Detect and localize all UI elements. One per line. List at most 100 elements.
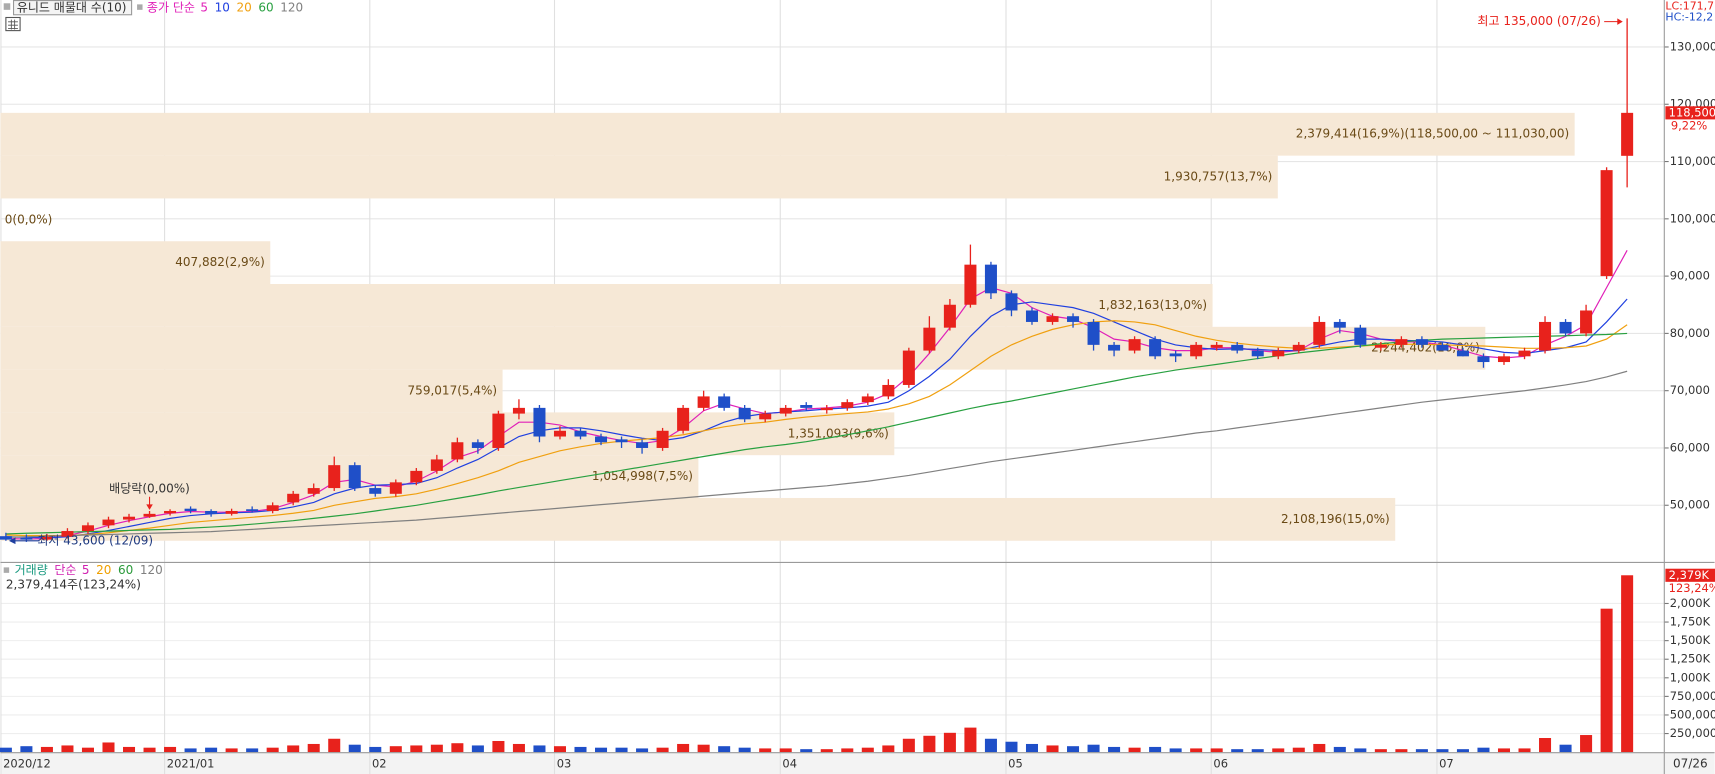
volume-bar [369, 746, 382, 753]
candle-body [164, 510, 177, 514]
volume-bar [1272, 748, 1285, 753]
volume-bar [410, 745, 423, 753]
volume-bar [430, 744, 443, 753]
volume-profile-band [0, 241, 271, 285]
candle-body [656, 430, 669, 448]
legend-entry: 120 [140, 563, 163, 577]
volume-bar [1292, 747, 1305, 753]
x-axis-strip [0, 752, 1715, 774]
candle-body [328, 465, 341, 489]
candle-body [1621, 112, 1634, 156]
volume-bar [307, 743, 320, 753]
volume-bar [1621, 575, 1634, 753]
volume-profile-label: 1,351,093(9,6%) [788, 426, 889, 440]
volume-bar [123, 746, 136, 753]
candle-body [984, 264, 997, 294]
volume-bar [984, 738, 997, 753]
volume-bar [1046, 745, 1059, 753]
candle-body [1190, 344, 1203, 357]
x-tick-label: 04 [782, 757, 797, 771]
volume-bar [902, 738, 915, 753]
candle-body [841, 402, 854, 408]
legend-icon [3, 3, 11, 10]
x-tick-label: 2021/01 [167, 757, 215, 771]
volume-profile-label: 1,832,163(13,0%) [1098, 298, 1207, 312]
candle-body [697, 396, 710, 408]
volume-profile-label: 2,108,196(15,0%) [1281, 512, 1390, 526]
volume-bar [615, 747, 628, 753]
candle-body [1580, 310, 1593, 334]
x-tick-label: 07 [1439, 757, 1454, 771]
candle-body [1169, 353, 1182, 357]
volume-bar [512, 743, 525, 753]
y-tick-label: 1,500K [1670, 633, 1711, 647]
volume-bar [1149, 746, 1162, 753]
annotation-arrowhead [8, 537, 16, 545]
legend-icon [3, 567, 10, 573]
annotation-arrowhead [146, 504, 153, 510]
volume-bar [102, 742, 115, 753]
candle-body [533, 407, 546, 437]
legend-entry: 120 [280, 1, 303, 15]
volume-bar [0, 747, 12, 753]
volume-bar [964, 727, 977, 753]
last-date: 07/26 [1673, 757, 1708, 771]
y-tick-label: 250,000 [1670, 726, 1715, 740]
ma-legend-label: 종가 단순 [147, 1, 195, 15]
candle-body [1087, 321, 1100, 345]
y-tick-label: 1,000K [1670, 670, 1711, 684]
volume-bar [81, 747, 94, 753]
tool-icon[interactable] [5, 16, 21, 32]
candle-body [923, 327, 936, 351]
lc-label: LC:171,7 [1665, 0, 1714, 13]
candle-body [1539, 321, 1552, 351]
volume-bar [574, 746, 587, 753]
candle-body [348, 465, 361, 489]
volume-profile-band [0, 155, 1278, 199]
candle-body [410, 470, 423, 483]
candle-body [1477, 356, 1490, 363]
candle-body [123, 516, 136, 520]
y-tick-label: 70,000 [1670, 383, 1710, 397]
volume-bar [246, 748, 259, 753]
volume-bar [40, 746, 53, 753]
volume-bar [923, 735, 936, 753]
candle-body [574, 430, 587, 437]
candle-body [1231, 344, 1244, 351]
volume-bar [677, 743, 690, 753]
volume-bar [492, 740, 505, 753]
volume-bar [1313, 743, 1326, 753]
volume-profile-label: 0(0,0%) [5, 212, 53, 226]
y-tick-label: 1,750K [1670, 615, 1711, 629]
volume-bar [1456, 749, 1469, 753]
candle-body [512, 407, 525, 414]
candle-body [1415, 339, 1428, 345]
candle-body [389, 482, 402, 494]
volume-bar [1497, 748, 1511, 753]
volume-bar [779, 748, 792, 753]
candle-body [1046, 316, 1059, 322]
legend-entry: 60 [118, 563, 133, 577]
legend-entry: 20 [96, 563, 111, 577]
volume-bar [636, 748, 649, 753]
candle-body [1374, 344, 1387, 348]
candle-body [1333, 321, 1346, 328]
volume-bar [800, 749, 813, 753]
candle-body [287, 493, 300, 503]
legend-entry: 5 [200, 1, 208, 15]
candle-body [861, 396, 874, 403]
volume-bar [205, 747, 218, 753]
candle-body [246, 509, 259, 511]
y-tick-label: 60,000 [1670, 440, 1710, 454]
volume-info: 2,379,414주(123,24%) [6, 577, 141, 591]
candle-body [1025, 310, 1038, 322]
volume-bar [451, 743, 464, 753]
candle-body [1313, 321, 1326, 345]
candle-body [1518, 350, 1531, 357]
volume-bar [1354, 748, 1367, 753]
x-tick-label: 05 [1008, 757, 1023, 771]
y-tick-label: 90,000 [1670, 269, 1710, 283]
volume-profile-label: 407,882(2,9%) [175, 255, 265, 269]
candle-body [1108, 344, 1121, 351]
volume-bar [1005, 741, 1018, 753]
